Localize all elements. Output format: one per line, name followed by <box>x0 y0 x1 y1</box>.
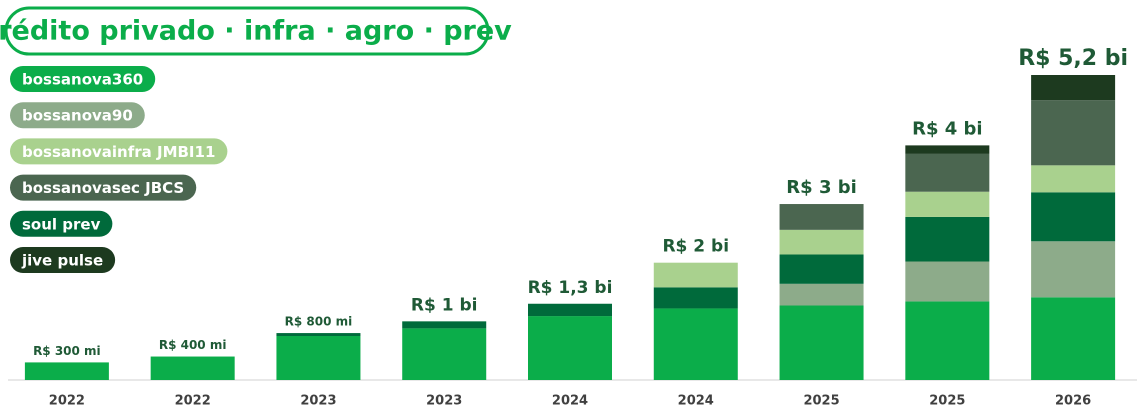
x-tick-label: 2022 <box>49 394 85 409</box>
bar-segment <box>1031 241 1116 298</box>
legend-pill <box>10 102 145 129</box>
title-pill <box>4 6 490 56</box>
bar-segment <box>653 287 738 309</box>
bar-segment <box>779 229 864 255</box>
bar-segment <box>905 145 990 154</box>
bar-segment <box>779 305 864 380</box>
total-label: R$ 1 bi <box>411 295 478 315</box>
legend-pill <box>10 174 197 201</box>
bar-segment <box>653 262 738 288</box>
legend-label: bossanovainfra JMBI11 <box>22 143 215 161</box>
total-label: R$ 3 bi <box>786 177 857 198</box>
bar-segment <box>276 333 361 337</box>
bar-segment <box>276 336 361 380</box>
total-label: R$ 400 mi <box>159 338 227 352</box>
bar-segment <box>1031 192 1116 242</box>
legend-label: bossanova360 <box>22 71 143 89</box>
total-label: R$ 4 bi <box>912 118 983 139</box>
bar-segment <box>150 356 235 380</box>
x-tick-label: 2023 <box>426 394 462 409</box>
total-label: R$ 800 mi <box>285 315 353 329</box>
total-label: R$ 300 mi <box>33 344 101 358</box>
x-tick-label: 2023 <box>300 394 336 409</box>
x-tick-label: 2026 <box>1055 394 1091 409</box>
bar-segment <box>779 283 864 306</box>
x-tick-label: 2024 <box>552 394 588 409</box>
bar-segment <box>905 191 990 217</box>
legend-label: soul prev <box>22 215 101 233</box>
legend-pill <box>10 138 228 165</box>
bar-segment <box>402 321 487 329</box>
bar-segment <box>905 301 990 380</box>
total-label: R$ 1,3 bi <box>528 278 613 298</box>
total-label: R$ 5,2 bi <box>1018 46 1128 71</box>
x-tick-label: 2025 <box>929 394 965 409</box>
bar-segment <box>905 216 990 262</box>
legend-label: jive pulse <box>21 252 103 270</box>
bar-segment <box>1031 297 1116 380</box>
bar-segment <box>24 362 109 380</box>
bar-segment <box>528 316 612 380</box>
legend-pill <box>10 247 116 273</box>
x-tick-label: 2025 <box>803 394 839 409</box>
x-tick-label: 2024 <box>678 394 714 409</box>
bar-segment <box>653 308 738 380</box>
bar-segment <box>905 153 990 192</box>
legend-pill <box>10 66 156 92</box>
legend-label: bossanova90 <box>22 107 133 125</box>
bar-segment <box>905 261 990 302</box>
bar-segment <box>779 254 864 284</box>
total-label: R$ 2 bi <box>662 237 729 257</box>
legend-pill <box>10 210 113 237</box>
bar-segment <box>779 204 864 230</box>
bar-segment <box>402 328 487 380</box>
legend-label: bossanovasec JBCS <box>22 179 184 197</box>
bar-segment <box>1031 75 1116 101</box>
bar-segment <box>1031 165 1116 193</box>
bar-segment <box>1031 100 1116 166</box>
x-tick-label: 2022 <box>175 394 211 409</box>
chart-title: crédito privado · infra · agro · prev <box>0 16 512 47</box>
bar-segment <box>528 303 612 317</box>
